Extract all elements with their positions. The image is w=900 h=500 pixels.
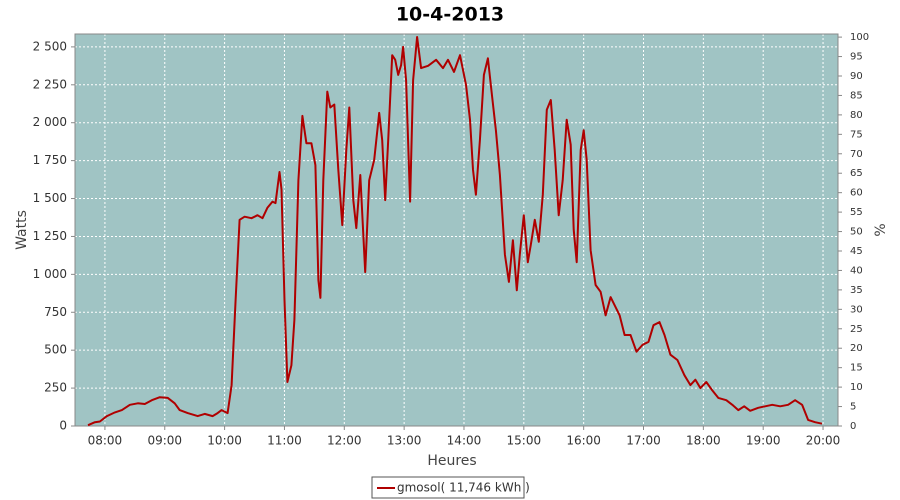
plot-border (74, 33, 839, 427)
y2-axis-label: % (873, 223, 889, 236)
x-axis-label: Heures (427, 453, 476, 469)
series-line (87, 36, 823, 427)
y2-tick-label: 55 (850, 207, 863, 218)
x-tick-label: 17:00 (626, 434, 661, 448)
y-tick-label: 500 (44, 343, 67, 357)
plot-area (75, 34, 838, 426)
y2-tick-label: 95 (850, 52, 863, 63)
y-tick-label: 1 250 (33, 229, 67, 243)
x-tick-label: 18:00 (686, 434, 721, 448)
x-tick-label: 20:00 (806, 434, 841, 448)
x-tick-label: 11:00 (267, 434, 302, 448)
y-tick-label: 2 250 (33, 77, 67, 91)
y2-tick-label: 60 (850, 188, 863, 199)
y-tick-label: 250 (44, 381, 67, 395)
y2-tick-label: 100 (850, 32, 869, 43)
x-tick-label: 19:00 (746, 434, 781, 448)
x-tick-label: 09:00 (147, 434, 182, 448)
y2-tick-label: 90 (850, 71, 863, 82)
legend-box (371, 476, 525, 499)
y2-tick-label: 20 (850, 343, 863, 354)
y2-tick-label: 50 (850, 227, 863, 238)
y2-tick-label: 75 (850, 129, 863, 140)
y2-tick-label: 0 (850, 421, 856, 432)
chart-title: 10-4-2013 (396, 4, 504, 26)
y-tick-label: 1 750 (33, 153, 67, 167)
x-tick-label: 13:00 (387, 434, 422, 448)
x-tick-label: 10:00 (207, 434, 242, 448)
y2-tick-label: 25 (850, 324, 863, 335)
y2-tick-label: 65 (850, 168, 863, 179)
y2-tick-label: 40 (850, 265, 863, 276)
y2-tick-label: 35 (850, 285, 863, 296)
y2-tick-label: 30 (850, 304, 863, 315)
y-tick-label: 750 (44, 305, 67, 319)
x-tick-label: 15:00 (507, 434, 542, 448)
x-tick-label: 14:00 (447, 434, 482, 448)
x-tick-label: 16:00 (566, 434, 601, 448)
y2-tick-label: 5 (850, 402, 856, 413)
y-tick-label: 2 000 (33, 115, 67, 129)
x-tick-label: 08:00 (88, 434, 123, 448)
y2-tick-label: 85 (850, 90, 863, 101)
y-tick-label: 1 000 (33, 267, 67, 281)
y2-tick-label: 80 (850, 110, 863, 121)
y2-tick-label: 70 (850, 149, 863, 160)
y2-tick-label: 10 (850, 382, 863, 393)
x-tick-label: 12:00 (327, 434, 362, 448)
legend-label: gmosol( 11,746 kWh ) (397, 481, 530, 495)
y-tick-label: 1 500 (33, 191, 67, 205)
y-tick-label: 0 (59, 419, 67, 433)
y2-tick-label: 45 (850, 246, 863, 257)
y-axis-label: Watts (14, 210, 30, 250)
y2-tick-label: 15 (850, 363, 863, 374)
y-tick-label: 2 500 (33, 39, 67, 53)
